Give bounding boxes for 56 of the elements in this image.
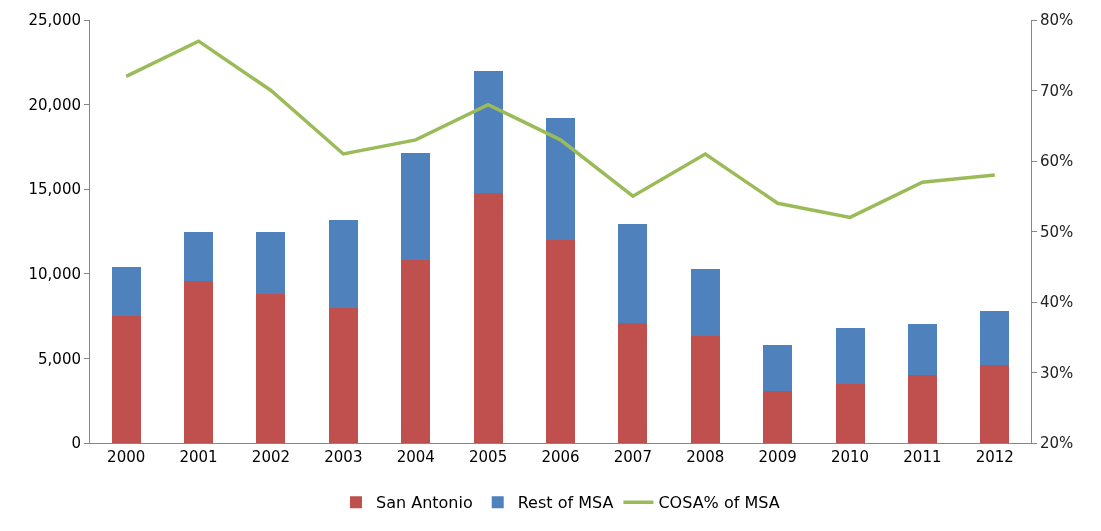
x-tick-label: 2004 (396, 448, 435, 466)
bar (618, 322, 648, 443)
bar (618, 223, 648, 323)
x-tick-label: 2009 (758, 448, 797, 466)
bar (256, 232, 286, 295)
bar (328, 219, 358, 308)
y-tick-label: 10,000 (28, 265, 81, 284)
bar (184, 232, 214, 281)
bar (473, 192, 503, 443)
bar (907, 375, 937, 443)
legend-label: Rest of MSA (517, 493, 614, 513)
bar (256, 294, 286, 443)
bar (111, 316, 141, 443)
bar (835, 383, 865, 443)
x-tick-label: 2010 (830, 448, 870, 466)
x-tick-label: 2012 (975, 448, 1014, 466)
bar (473, 70, 503, 193)
x-tick-label: 2001 (179, 448, 218, 466)
y2-tick-label: 60% (1040, 152, 1074, 171)
x-tick-label: 2000 (107, 448, 146, 466)
bar (763, 390, 793, 443)
y-tick-label: 15,000 (28, 180, 81, 199)
x-tick-label: 2006 (541, 448, 580, 466)
bar (980, 365, 1010, 443)
bar (328, 307, 358, 443)
y-tick-label: 20,000 (28, 95, 81, 114)
bar (835, 327, 865, 384)
bar (401, 152, 431, 261)
bar (401, 260, 431, 443)
y-tick-label: 25,000 (28, 11, 81, 30)
bar (546, 239, 575, 443)
bar (111, 267, 141, 317)
bar (184, 280, 214, 443)
line-series (124, 39, 997, 220)
bar (690, 336, 720, 443)
y2-tick-label: 30% (1040, 363, 1074, 382)
y2-tick-label: 50% (1040, 222, 1074, 241)
bar (763, 344, 793, 391)
y2-tick-label: 40% (1040, 293, 1074, 312)
y2-tick-label: 70% (1040, 81, 1074, 100)
y2-tick-label: 80% (1040, 11, 1074, 30)
bar (980, 311, 1010, 366)
bar (546, 118, 575, 240)
x-tick-label: 2005 (469, 448, 508, 466)
x-tick-label: 2011 (903, 448, 942, 466)
bar (907, 323, 937, 376)
x-tick-label: 2002 (251, 448, 291, 466)
x-tick-label: 2003 (324, 448, 363, 466)
y2-tick-label: 20% (1040, 434, 1074, 453)
bar (690, 268, 720, 337)
y-tick-label: 0 (71, 434, 81, 453)
x-tick-label: 2008 (686, 448, 725, 466)
x-tick-label: 2007 (613, 448, 652, 466)
legend-label: COSA% of MSA (658, 493, 780, 513)
legend-label: San Antonio (376, 493, 473, 513)
y-tick-label: 5,000 (38, 349, 81, 368)
